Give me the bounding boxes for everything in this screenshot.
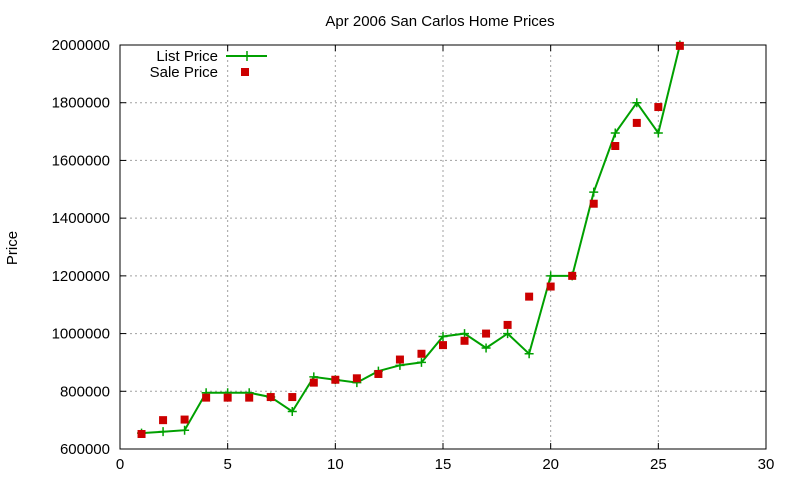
- x-tick-label: 20: [542, 456, 559, 473]
- sale-price-point: [417, 349, 426, 358]
- legend: List Price Sale Price: [150, 48, 267, 81]
- grid: [120, 45, 766, 449]
- list-price-point: [287, 406, 297, 416]
- sale-price-point: [180, 415, 189, 424]
- list-price-point: [653, 128, 663, 138]
- list-price-line: [141, 44, 681, 435]
- y-tick-label: 1600000: [52, 152, 110, 169]
- y-tick-label: 1200000: [52, 268, 110, 285]
- x-tick-label: 30: [758, 456, 775, 473]
- x-tick-label: 10: [327, 456, 344, 473]
- legend-list-price-marker: [242, 51, 252, 61]
- sale-price-point: [266, 393, 275, 402]
- x-tick-label: 25: [650, 456, 667, 473]
- list-price-point: [416, 357, 426, 367]
- sale-price-point: [288, 393, 297, 402]
- sale-price-point: [374, 369, 383, 378]
- sale-price-point: [395, 355, 404, 364]
- y-tick-label: 800000: [60, 383, 110, 400]
- sale-price-point: [159, 416, 168, 425]
- y-tick-label: 1400000: [52, 210, 110, 227]
- list-price-point: [632, 98, 642, 108]
- sale-price-point: [546, 282, 555, 291]
- y-tick-label: 1000000: [52, 326, 110, 343]
- sale-price-point: [482, 329, 491, 338]
- sale-price-point: [331, 375, 340, 384]
- sale-price-point: [525, 292, 534, 301]
- x-tick-label: 0: [116, 456, 124, 473]
- sale-price-point: [245, 393, 254, 402]
- x-tick-label: 15: [435, 456, 452, 473]
- list-price-point: [503, 329, 513, 339]
- list-price-point: [180, 425, 190, 435]
- legend-list-price-label: List Price: [156, 48, 218, 65]
- sale-price-point: [202, 393, 211, 402]
- x-tick-label: 5: [223, 456, 231, 473]
- list-price-point: [524, 349, 534, 359]
- list-price-point: [589, 187, 599, 197]
- sale-price-point: [439, 341, 447, 350]
- sale-price-point: [309, 378, 318, 387]
- legend-sale-price-label: Sale Price: [150, 64, 218, 81]
- sale-price-point: [675, 41, 684, 50]
- list-price-point: [546, 271, 556, 281]
- sale-price-point: [503, 320, 512, 329]
- y-tick-label: 2000000: [52, 37, 110, 54]
- sale-price-point: [632, 118, 641, 127]
- y-tick-label: 600000: [60, 441, 110, 458]
- axis-ticks: 0 5 10 15 20 25 30 600000 800000 1000000 1200000 14…: [52, 37, 775, 473]
- sale-price-point: [460, 336, 469, 345]
- sale-price-point: [611, 142, 620, 150]
- list-price-point: [481, 343, 491, 353]
- chart-title: Apr 2006 San Carlos Home Prices: [325, 13, 554, 30]
- y-axis-label: Price: [4, 231, 21, 265]
- list-price-point: [460, 329, 470, 339]
- sale-price-point: [654, 103, 663, 112]
- list-price-point: [610, 128, 620, 138]
- legend-sale-price-marker: [241, 68, 249, 76]
- y-tick-label: 1800000: [52, 95, 110, 112]
- series: [137, 40, 685, 438]
- sale-price-point: [223, 393, 232, 402]
- list-price-point: [158, 427, 168, 437]
- sale-price-point: [137, 429, 146, 438]
- sale-price-point: [352, 374, 361, 383]
- sale-price-point: [568, 271, 577, 280]
- sale-price-point: [589, 199, 598, 208]
- list-price-point: [438, 331, 448, 341]
